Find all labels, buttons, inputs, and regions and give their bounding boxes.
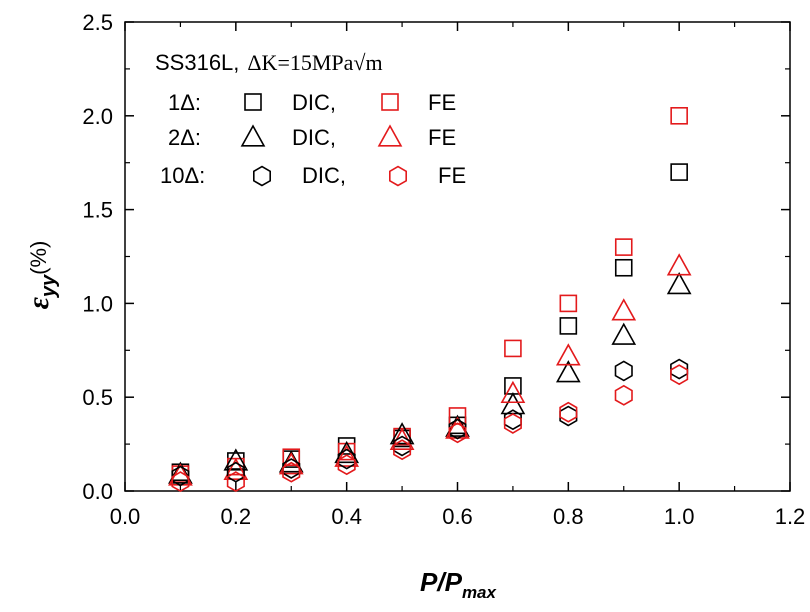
- series-square-dic: [171, 163, 688, 482]
- data-point: [670, 107, 688, 125]
- data-point: [389, 422, 415, 445]
- data-point: [223, 457, 249, 480]
- data-point: [448, 422, 467, 444]
- data-point: [171, 471, 190, 493]
- legend-row-label-3: 10Δ:: [160, 163, 205, 188]
- data-point: [226, 471, 245, 493]
- legend-row-label-2: 2Δ:: [168, 125, 201, 150]
- data-point: [334, 444, 360, 467]
- legend-marker-square-dic: [244, 93, 262, 111]
- x-tick-label: 1.2: [775, 504, 806, 529]
- svg-text:εyy(%): εyy(%): [22, 241, 60, 310]
- x-tick-label: 0.4: [331, 504, 362, 529]
- series-triangle-dic: [168, 271, 692, 484]
- data-point: [670, 364, 689, 386]
- y-axis-title-symbol: ε: [22, 296, 55, 309]
- data-point: [337, 454, 356, 476]
- legend-title-material: SS316L,: [155, 50, 239, 75]
- data-point: [614, 258, 633, 277]
- data-point: [614, 384, 633, 406]
- data-point: [559, 405, 578, 427]
- legend-row-fe-2: FE: [428, 125, 456, 150]
- data-point: [666, 253, 692, 276]
- legend-title: SS316L, ΔK=15MPa√m: [155, 50, 383, 75]
- legend-row-dic-3: DIC,: [302, 163, 346, 188]
- legend-markers: [240, 93, 408, 187]
- data-point: [666, 271, 692, 295]
- x-axis-title-sub: max: [462, 583, 498, 602]
- data-point: [555, 360, 581, 383]
- data-point: [278, 452, 304, 475]
- series-triangle-fe: [168, 253, 692, 486]
- legend-row-fe-3: FE: [438, 163, 466, 188]
- x-tick-label: 0.6: [442, 504, 473, 529]
- data-point: [168, 461, 193, 484]
- x-tick-label: 1.0: [664, 504, 695, 529]
- series-square-fe: [171, 107, 688, 483]
- data-point: [282, 448, 301, 467]
- data-point: [611, 298, 637, 321]
- x-tick-label: 0.2: [221, 504, 252, 529]
- data-point: [614, 360, 633, 382]
- y-tick-label: 0.0: [82, 479, 113, 504]
- legend-row-dic-1: DIC,: [292, 90, 336, 115]
- data-marks: [168, 107, 692, 493]
- data-point: [223, 448, 249, 471]
- data-point: [614, 238, 633, 256]
- x-tick-label: 0.0: [110, 504, 141, 529]
- y-tick-label: 1.5: [82, 198, 113, 223]
- y-axis-title: εyy(%): [22, 241, 60, 310]
- legend-title-dk: ΔK=15MPa√m: [247, 50, 382, 75]
- plot-frame: [124, 21, 791, 492]
- legend: SS316L, ΔK=15MPa√m 1Δ: DIC, FE 2Δ: DIC, …: [155, 50, 466, 188]
- y-axis-title-sub: yy: [38, 274, 60, 298]
- y-tick-label: 2.0: [82, 104, 113, 129]
- legend-row-label-1: 1Δ:: [168, 90, 201, 115]
- series-hexagon-dic: [171, 358, 689, 487]
- y-tick-label: 1.0: [82, 291, 113, 316]
- legend-marker-hexagon-fe: [388, 165, 408, 187]
- legend-row-fe-1: FE: [428, 90, 456, 115]
- data-point: [611, 322, 637, 345]
- y-tick-label: 0.5: [82, 385, 113, 410]
- y-tick-label: 2.5: [82, 10, 113, 35]
- data-point: [282, 461, 301, 483]
- y-axis-title-unit: (%): [26, 241, 51, 275]
- x-axis-title: P/Pmax: [420, 567, 497, 602]
- x-tick-label: 0.8: [553, 504, 584, 529]
- legend-marker-hexagon-dic: [253, 165, 272, 187]
- data-point: [500, 380, 526, 404]
- data-point: [559, 294, 578, 313]
- data-point: [670, 163, 688, 181]
- data-point: [559, 401, 578, 423]
- data-point: [393, 439, 412, 461]
- data-point: [504, 339, 522, 358]
- data-point: [559, 317, 578, 335]
- data-point: [503, 413, 522, 434]
- series-hexagon-fe: [171, 364, 689, 493]
- x-axis-title-main: P/P: [420, 567, 463, 597]
- legend-marker-triangle-fe: [377, 124, 403, 147]
- legend-marker-square-fe: [381, 93, 399, 111]
- legend-row-dic-2: DIC,: [292, 125, 336, 150]
- legend-marker-triangle-dic: [240, 124, 266, 147]
- data-point: [555, 343, 581, 366]
- axes: 0.0 0.2 0.4 0.6 0.8 1.0 1.2 0.0 0.5 1.0 1.5 2.0 2.5: [82, 10, 805, 529]
